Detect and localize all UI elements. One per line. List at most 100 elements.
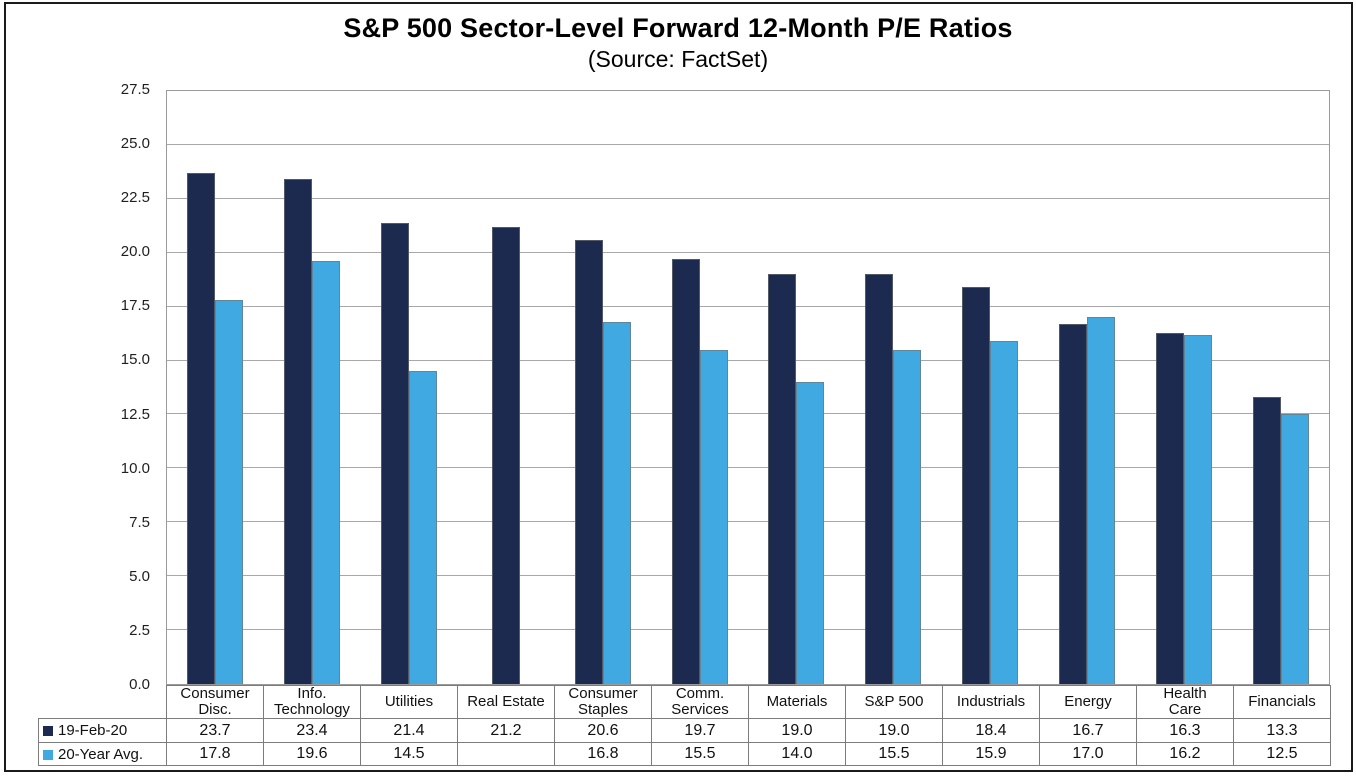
category-header: Energy — [1039, 685, 1137, 719]
value-cell: 15.5 — [651, 742, 749, 766]
bar — [1155, 332, 1184, 684]
series-name: 20-Year Avg. — [58, 745, 144, 763]
gridline — [167, 143, 1329, 145]
gridline — [167, 305, 1329, 307]
y-tick-label: 25.0 — [120, 135, 150, 153]
gridline — [167, 575, 1329, 577]
bar — [284, 179, 313, 684]
y-tick-label: 2.5 — [129, 621, 150, 639]
value-cell: 17.0 — [1039, 742, 1137, 766]
value-cell: 12.5 — [1233, 742, 1331, 766]
bar — [187, 172, 216, 684]
value-cell: 19.0 — [845, 718, 943, 743]
value-cell: 20.6 — [554, 718, 652, 743]
legend-cell: 20-Year Avg. — [38, 742, 167, 766]
bar — [1252, 397, 1281, 684]
category-header: Financials — [1233, 685, 1331, 719]
bar — [491, 226, 520, 684]
value-cell: 13.3 — [1233, 718, 1331, 743]
bar — [1058, 323, 1087, 684]
gridline — [167, 197, 1329, 199]
value-cell: 18.4 — [942, 718, 1040, 743]
value-cell: 17.8 — [166, 742, 264, 766]
category-header: Consumer Disc. — [166, 685, 264, 719]
bar-group — [1232, 91, 1329, 684]
bar — [796, 382, 825, 684]
table-row: 20-Year Avg. 17.8 19.6 14.5 16.8 15.5 14.0 15.5… — [38, 742, 1331, 766]
value-cell: 23.7 — [166, 718, 264, 743]
category-header: Materials — [748, 685, 846, 719]
y-tick-label: 27.5 — [120, 81, 150, 98]
value-cell: 15.5 — [845, 742, 943, 766]
gridline — [167, 251, 1329, 253]
value-cell: 16.7 — [1039, 718, 1137, 743]
bar-group — [942, 91, 1039, 684]
y-tick-label: 22.5 — [120, 189, 150, 207]
category-header: Industrials — [942, 685, 1040, 719]
y-tick-label: 0.0 — [129, 676, 150, 693]
gridline — [167, 629, 1329, 631]
category-header: Comm. Services — [651, 685, 749, 719]
bar — [865, 274, 894, 684]
bar-group — [167, 91, 264, 684]
value-cell: 19.0 — [748, 718, 846, 743]
value-cell: 21.4 — [360, 718, 458, 743]
value-cell: 19.7 — [651, 718, 749, 743]
value-cell: 21.2 — [457, 718, 555, 743]
table-row: 19-Feb-20 23.7 23.4 21.4 21.2 20.6 19.7 19.0 19.… — [38, 718, 1331, 743]
chart-title: S&P 500 Sector-Level Forward 12-Month P/… — [343, 13, 1013, 43]
y-tick-label: 7.5 — [129, 513, 150, 531]
y-tick-label: 20.0 — [120, 243, 150, 261]
bar-group — [264, 91, 361, 684]
bar-group — [651, 91, 748, 684]
bar — [990, 341, 1019, 684]
category-header: Health Care — [1136, 685, 1234, 719]
bar — [1086, 317, 1115, 684]
bar-group — [748, 91, 845, 684]
y-axis-labels: 27.5 25.0 22.5 20.0 17.5 15.0 12.5 10.0 7.5 5.0 2.… — [0, 81, 150, 693]
category-header: S&P 500 — [845, 685, 943, 719]
category-header: Consumer Staples — [554, 685, 652, 719]
value-cell: 14.0 — [748, 742, 846, 766]
bar-columns — [167, 91, 1329, 684]
gridline — [167, 467, 1329, 469]
y-tick-label: 17.5 — [120, 297, 150, 315]
legend-cell: 19-Feb-20 — [38, 718, 167, 743]
bar — [1280, 414, 1309, 684]
bar — [602, 321, 631, 684]
data-table: Consumer Disc. Info. Technology Utilities R… — [38, 685, 1331, 766]
gridline — [167, 521, 1329, 523]
bar — [671, 259, 700, 684]
bar — [574, 239, 603, 684]
bar-group — [1038, 91, 1135, 684]
category-header: Utilities — [360, 685, 458, 719]
gridline — [167, 413, 1329, 415]
series-name: 19-Feb-20 — [58, 722, 128, 739]
value-cell: 19.6 — [263, 742, 361, 766]
bar — [699, 349, 728, 684]
y-tick-label: 5.0 — [129, 567, 150, 585]
value-cell — [457, 742, 555, 766]
legend-swatch-icon — [43, 726, 53, 736]
bar — [381, 222, 410, 684]
value-cell: 16.2 — [1136, 742, 1234, 766]
table-corner-cell — [39, 686, 167, 719]
value-cell: 14.5 — [360, 742, 458, 766]
y-tick-label: 10.0 — [120, 459, 150, 477]
gridline — [167, 359, 1329, 361]
bar — [893, 349, 922, 684]
bar — [215, 300, 244, 684]
bar — [768, 274, 797, 684]
bar — [1183, 334, 1212, 684]
category-header: Info. Technology — [263, 685, 361, 719]
y-tick-label: 12.5 — [120, 405, 150, 423]
bar-group — [361, 91, 458, 684]
value-cell: 15.9 — [942, 742, 1040, 766]
category-header: Real Estate — [457, 685, 555, 719]
value-cell: 16.3 — [1136, 718, 1234, 743]
bar — [312, 261, 341, 684]
bar-group — [845, 91, 942, 684]
legend-swatch-icon — [43, 749, 53, 760]
bar-group — [554, 91, 651, 684]
